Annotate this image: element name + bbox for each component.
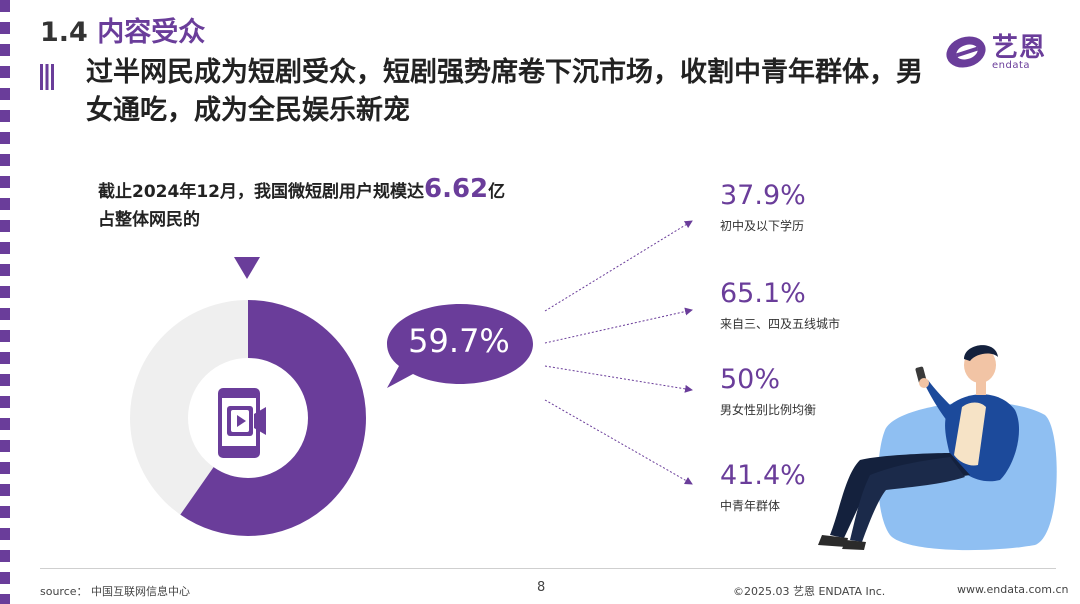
stat-value: 65.1% bbox=[720, 278, 806, 309]
brand-name-en: endata bbox=[992, 60, 1031, 71]
share-percent-label: 59.7% bbox=[408, 322, 510, 360]
shoe-front bbox=[818, 535, 848, 547]
stat-value: 50% bbox=[720, 364, 781, 395]
stat-education: 37.9% 初中及以下学历 bbox=[720, 181, 806, 234]
arrow-line-4 bbox=[544, 399, 693, 485]
section-number: 1.4 bbox=[40, 17, 88, 48]
stat-gender: 50% 男女性别比例均衡 bbox=[720, 365, 816, 418]
footer-divider bbox=[40, 568, 1056, 569]
stat-label: 来自三、四及五线城市 bbox=[720, 317, 841, 331]
endata-logo bbox=[946, 36, 986, 68]
section-title-text: 内容受众 bbox=[97, 17, 206, 48]
down-triangle-icon bbox=[234, 257, 260, 279]
stat-label: 初中及以下学历 bbox=[720, 219, 805, 233]
arrow-line-1 bbox=[544, 220, 693, 312]
person-on-beanbag-illustration bbox=[818, 345, 1057, 551]
intro-prefix: 截止2024年12月，我国微短剧用户规模达 bbox=[98, 182, 424, 202]
donut-chart bbox=[130, 300, 366, 536]
stat-label: 中青年群体 bbox=[720, 499, 781, 513]
user-count-number: 6.62 bbox=[423, 174, 489, 204]
hair bbox=[964, 345, 998, 361]
shoe-back bbox=[842, 540, 866, 550]
neck bbox=[976, 381, 986, 395]
donut-share-arc bbox=[130, 300, 366, 536]
stat-city-tier: 65.1% 来自三、四及五线城市 bbox=[720, 279, 840, 332]
stat-value: 41.4% bbox=[720, 460, 806, 491]
left-decorative-bar bbox=[0, 0, 10, 604]
raised-arm bbox=[924, 380, 960, 427]
arrow-line-2 bbox=[544, 307, 693, 344]
connector-arrows bbox=[544, 220, 693, 485]
stat-label: 男女性别比例均衡 bbox=[720, 403, 817, 417]
leg-back bbox=[850, 457, 965, 542]
brand-name-cn: 艺恩 bbox=[992, 33, 1047, 63]
phone-video-icon bbox=[218, 388, 266, 458]
intro-text: 截止2024年12月，我国微短剧用户规模达6.62亿 占整体网民的 bbox=[98, 175, 505, 234]
page-number: 8 bbox=[537, 580, 546, 595]
footer-url: www.endata.com.cn bbox=[957, 583, 1069, 596]
intro-line-1: 截止2024年12月，我国微短剧用户规模达6.62亿 bbox=[98, 175, 505, 206]
section-title: 1.4 内容受众 bbox=[40, 10, 205, 49]
hand bbox=[919, 378, 929, 388]
headline-bars-icon bbox=[40, 64, 54, 90]
stat-value: 37.9% bbox=[720, 180, 806, 211]
headline: 过半网民成为短剧受众，短剧强势席卷下沉市场，收割中青年群体，男女通吃，成为全民娱… bbox=[86, 57, 923, 126]
intro-suffix: 亿 bbox=[488, 182, 506, 202]
shirt bbox=[954, 402, 986, 466]
intro-line-2: 占整体网民的 bbox=[98, 210, 200, 230]
stat-age: 41.4% 中青年群体 bbox=[720, 461, 806, 514]
arrow-line-3 bbox=[544, 365, 693, 393]
speech-bubble bbox=[387, 304, 533, 388]
footer-copyright: ©2025.03 艺恩 ENDATA Inc. bbox=[733, 585, 886, 598]
footer-source: source： 中国互联网信息中心 bbox=[40, 585, 191, 598]
